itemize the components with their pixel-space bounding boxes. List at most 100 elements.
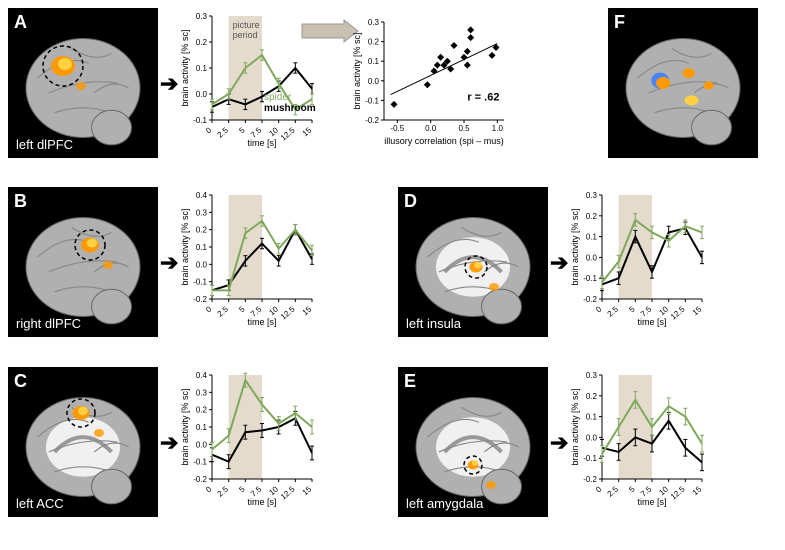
svg-text:brain activity [% sc]: brain activity [% sc]: [180, 208, 190, 285]
svg-text:brain activity [% sc]: brain activity [% sc]: [180, 388, 190, 465]
svg-text:1.0: 1.0: [492, 124, 504, 133]
scatter-plot: -0.2-0.10.00.10.20.3-0.50.00.51.0brain a…: [350, 16, 510, 146]
svg-text:0.1: 0.1: [196, 423, 208, 432]
svg-text:0.2: 0.2: [368, 38, 380, 47]
brain-box-E: Eleft amygdala: [398, 367, 548, 517]
svg-text:2.5: 2.5: [606, 484, 621, 498]
svg-text:brain activity [% sc]: brain activity [% sc]: [570, 208, 580, 285]
svg-text:-0.1: -0.1: [193, 278, 207, 287]
svg-text:5: 5: [237, 484, 247, 494]
timecourse-chart: -0.2-0.10.00.10.20.30.402.557.51012.515b…: [178, 367, 318, 507]
svg-text:0.4: 0.4: [196, 371, 208, 380]
brain-render: [8, 367, 158, 517]
svg-text:5: 5: [237, 125, 247, 135]
svg-text:-0.1: -0.1: [583, 274, 597, 283]
svg-text:2.5: 2.5: [216, 484, 231, 498]
svg-text:time [s]: time [s]: [247, 497, 276, 507]
svg-text:0.0: 0.0: [586, 253, 598, 262]
svg-text:0.3: 0.3: [586, 191, 598, 200]
svg-text:-0.2: -0.2: [193, 475, 207, 484]
panel-letter: E: [404, 371, 416, 392]
svg-text:0.0: 0.0: [586, 433, 598, 442]
brain-box-D: Dleft insula: [398, 187, 548, 337]
svg-text:spider: spider: [264, 92, 292, 103]
svg-text:0.3: 0.3: [196, 208, 208, 217]
svg-text:5: 5: [627, 484, 637, 494]
timecourse-chart: -0.2-0.10.00.10.20.302.557.51012.515brai…: [568, 187, 708, 327]
svg-text:0.1: 0.1: [196, 64, 208, 73]
svg-text:0.2: 0.2: [196, 38, 208, 47]
svg-text:0.3: 0.3: [368, 18, 380, 27]
svg-text:0.4: 0.4: [196, 191, 208, 200]
svg-text:12.5: 12.5: [279, 304, 297, 321]
brain-render: [608, 8, 758, 158]
svg-text:0: 0: [204, 484, 214, 494]
brain-render: [8, 8, 158, 158]
svg-text:0.0: 0.0: [425, 124, 437, 133]
svg-text:0: 0: [204, 125, 214, 135]
svg-text:0.2: 0.2: [196, 226, 208, 235]
svg-text:brain activity [% sc]: brain activity [% sc]: [180, 29, 190, 106]
timecourse-chart: pictureperiod-0.10.00.10.20.302.557.5101…: [178, 8, 318, 148]
timecourse-chart: -0.2-0.10.00.10.20.302.557.51012.515brai…: [568, 367, 708, 507]
svg-text:15: 15: [691, 304, 704, 317]
svg-text:0.3: 0.3: [586, 371, 598, 380]
svg-text:0.1: 0.1: [196, 243, 208, 252]
brain-box-A: Aleft dlPFC: [8, 8, 158, 158]
svg-text:0.2: 0.2: [586, 212, 598, 221]
svg-text:0.0: 0.0: [196, 90, 208, 99]
svg-text:-0.5: -0.5: [390, 124, 404, 133]
svg-text:time [s]: time [s]: [637, 317, 666, 327]
svg-text:5: 5: [237, 304, 247, 314]
svg-text:mushroom: mushroom: [264, 103, 316, 114]
svg-text:12.5: 12.5: [669, 484, 687, 501]
svg-text:0.0: 0.0: [368, 77, 380, 86]
svg-text:15: 15: [301, 304, 314, 317]
svg-text:2.5: 2.5: [606, 304, 621, 318]
svg-text:-0.1: -0.1: [193, 116, 207, 125]
brain-render: [8, 187, 158, 337]
svg-text:-0.2: -0.2: [365, 116, 379, 125]
panel-letter: A: [14, 12, 27, 33]
svg-text:time [s]: time [s]: [247, 138, 276, 148]
svg-text:time [s]: time [s]: [247, 317, 276, 327]
brain-render: [398, 367, 548, 517]
svg-text:0.1: 0.1: [368, 57, 380, 66]
svg-text:-0.2: -0.2: [583, 475, 597, 484]
svg-text:0.3: 0.3: [196, 12, 208, 21]
brain-label: left insula: [406, 316, 461, 331]
svg-text:brain activity [% sc]: brain activity [% sc]: [570, 388, 580, 465]
svg-text:0.0: 0.0: [196, 260, 208, 269]
svg-text:15: 15: [691, 484, 704, 497]
svg-text:0: 0: [594, 304, 604, 314]
svg-text:12.5: 12.5: [669, 304, 687, 321]
svg-text:0: 0: [204, 304, 214, 314]
arrow-icon: ➔: [160, 430, 178, 456]
svg-text:0.0: 0.0: [196, 440, 208, 449]
brain-label: left dlPFC: [16, 137, 73, 152]
svg-text:-0.1: -0.1: [583, 454, 597, 463]
svg-text:0.3: 0.3: [196, 388, 208, 397]
brain-label: right dlPFC: [16, 316, 81, 331]
brain-box-F: F: [608, 8, 758, 158]
svg-text:-0.2: -0.2: [193, 295, 207, 304]
svg-text:12.5: 12.5: [279, 484, 297, 501]
svg-text:12.5: 12.5: [279, 125, 297, 142]
svg-text:illusory correlation (spi – mu: illusory correlation (spi – mus): [384, 136, 504, 146]
panel-letter: D: [404, 191, 417, 212]
brain-box-C: Cleft ACC: [8, 367, 158, 517]
svg-text:0.5: 0.5: [458, 124, 470, 133]
arrow-icon: ➔: [160, 250, 178, 276]
svg-text:5: 5: [627, 304, 637, 314]
svg-text:-0.2: -0.2: [583, 295, 597, 304]
svg-text:15: 15: [301, 484, 314, 497]
arrow-icon: ➔: [160, 71, 178, 97]
svg-text:-0.1: -0.1: [193, 458, 207, 467]
arrow-icon: ➔: [550, 250, 568, 276]
brain-label: left ACC: [16, 496, 64, 511]
svg-text:period: period: [233, 30, 258, 40]
svg-text:r = .62: r = .62: [467, 91, 499, 103]
panel-letter: B: [14, 191, 27, 212]
brain-label: left amygdala: [406, 496, 483, 511]
svg-text:time [s]: time [s]: [637, 497, 666, 507]
